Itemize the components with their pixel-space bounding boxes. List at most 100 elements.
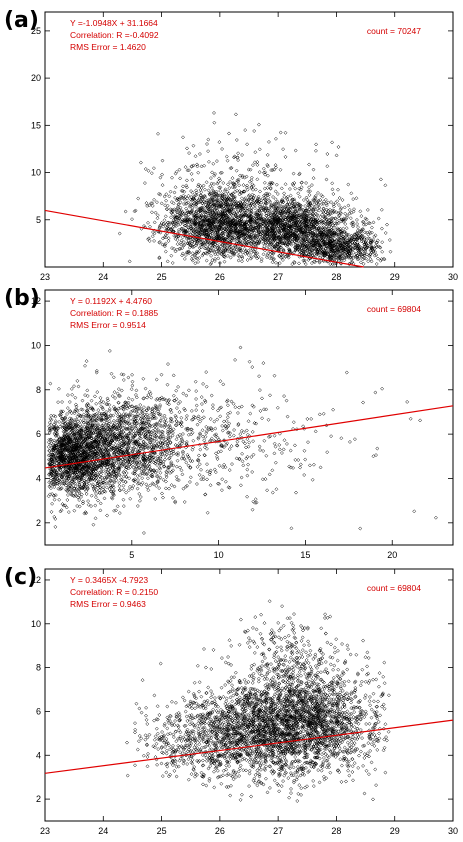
scatter-point	[213, 206, 218, 211]
scatter-point	[164, 198, 169, 203]
scatter-point	[179, 188, 184, 193]
scatter-point	[317, 259, 322, 264]
scatter-point	[248, 227, 253, 232]
scatter-point	[253, 214, 258, 219]
scatter-point	[178, 222, 183, 227]
scatter-point	[230, 176, 235, 181]
scatter-point	[198, 242, 203, 247]
scatter-point	[182, 189, 187, 194]
scatter-point	[261, 207, 266, 212]
scatter-point	[262, 221, 267, 226]
scatter-point	[320, 220, 325, 225]
scatter-point	[178, 240, 183, 245]
scatter-point	[371, 220, 376, 225]
scatter-point	[186, 238, 191, 243]
scatter-point	[267, 229, 272, 234]
scatter-point	[200, 231, 205, 236]
scatter-point	[283, 209, 288, 214]
scatter-point	[229, 226, 234, 231]
scatter-point	[215, 199, 220, 204]
scatter-point	[250, 163, 255, 168]
x-tick-label: 29	[390, 272, 400, 282]
scatter-point	[204, 239, 209, 244]
scatter-point	[184, 223, 189, 228]
scatter-point	[364, 217, 369, 222]
scatter-point	[219, 205, 224, 210]
scatter-point	[178, 205, 183, 210]
scatter-point	[309, 208, 314, 212]
y-tick-label: 5	[36, 215, 41, 225]
scatter-point	[290, 215, 295, 220]
scatter-point	[235, 178, 240, 183]
scatter-point	[175, 220, 180, 225]
panel-label-b: (b)	[4, 286, 40, 311]
scatter-point	[249, 216, 254, 221]
scatter-point	[216, 238, 221, 243]
scatter-point	[257, 147, 262, 152]
scatter-point	[206, 188, 211, 193]
scatter-point	[160, 236, 165, 241]
scatter-point	[254, 240, 259, 245]
scatter-point	[288, 218, 292, 223]
scatter-point	[182, 196, 187, 201]
scatter-point	[297, 215, 302, 220]
scatter-point	[197, 249, 202, 254]
scatter-point	[165, 223, 170, 228]
scatter-point	[222, 244, 227, 248]
scatter-point	[305, 211, 310, 216]
scatter-point	[255, 212, 260, 217]
scatter-point	[218, 220, 223, 224]
scatter-point	[197, 237, 202, 242]
scatter-point	[229, 192, 234, 197]
scatter-point	[170, 261, 175, 265]
scatter-point	[297, 242, 302, 247]
scatter-point	[257, 221, 262, 226]
scatter-point	[212, 194, 216, 199]
scatter-point	[244, 204, 249, 209]
scatter-point	[303, 208, 308, 213]
scatter-point	[201, 225, 206, 230]
scatter-point	[52, 497, 57, 502]
scatter-point	[313, 196, 318, 201]
scatter-point	[121, 504, 126, 509]
scatter-point	[254, 220, 259, 225]
scatter-point	[65, 493, 70, 497]
scatter-point	[227, 216, 232, 221]
scatter-point	[163, 203, 168, 208]
scatter-point	[273, 189, 278, 194]
scatter-point	[190, 190, 195, 195]
scatter-point	[279, 222, 284, 227]
scatter-point	[190, 251, 195, 256]
scatter-point	[329, 200, 334, 205]
scatter-point	[275, 199, 280, 204]
scatter-point	[200, 217, 204, 222]
scatter-point	[212, 192, 217, 197]
scatter-point	[336, 187, 340, 192]
scatter-point	[221, 181, 226, 185]
scatter-point	[272, 230, 277, 235]
scatter-point	[340, 198, 345, 202]
x-tick-label: 24	[98, 272, 108, 282]
scatter-point	[304, 209, 309, 214]
scatter-point	[249, 195, 254, 200]
scatter-point	[189, 226, 193, 231]
scatter-point	[236, 236, 241, 241]
scatter-point	[264, 221, 269, 226]
scatter-point	[311, 197, 316, 202]
scatter-point	[252, 230, 257, 235]
scatter-point	[304, 219, 309, 224]
scatter-point	[235, 228, 240, 233]
scatter-point	[181, 227, 185, 231]
scatter-point	[162, 194, 167, 199]
scatter-point	[365, 243, 370, 248]
scatter-point	[365, 207, 370, 212]
scatter-point	[331, 209, 336, 214]
scatter-point	[160, 158, 165, 163]
scatter-point	[210, 220, 215, 224]
scatter-point	[205, 142, 209, 146]
scatter-point	[302, 212, 307, 217]
scatter-point	[281, 239, 286, 243]
scatter-point	[387, 238, 392, 242]
scatter-point	[152, 238, 157, 243]
scatter-point	[253, 210, 258, 215]
